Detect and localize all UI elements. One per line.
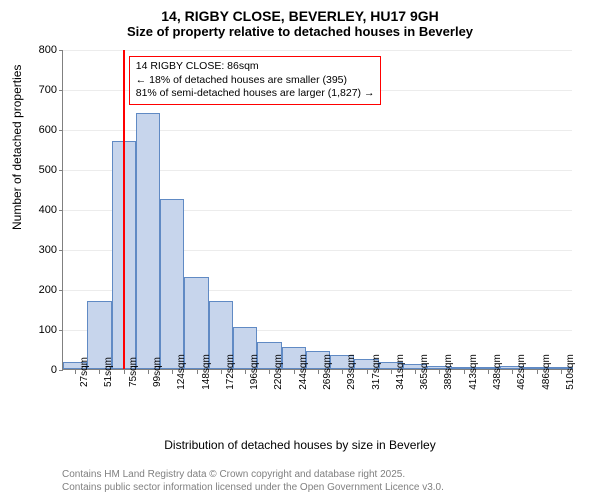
y-tick: [59, 90, 63, 91]
chart-subtitle: Size of property relative to detached ho…: [0, 24, 600, 43]
x-tick-label: 317sqm: [371, 354, 382, 390]
marker-line: [123, 50, 125, 369]
chart-title: 14, RIGBY CLOSE, BEVERLEY, HU17 9GH: [0, 0, 600, 24]
y-tick: [59, 330, 63, 331]
x-tick: [148, 370, 149, 374]
annotation-line: ← 18% of detached houses are smaller (39…: [136, 74, 375, 88]
x-tick-label: 172sqm: [225, 354, 236, 390]
x-tick: [245, 370, 246, 374]
histogram-bar: [136, 113, 160, 369]
x-tick: [294, 370, 295, 374]
y-tick-label: 600: [39, 124, 57, 136]
x-tick: [75, 370, 76, 374]
x-tick-label: 51sqm: [103, 357, 114, 387]
y-tick-label: 800: [39, 44, 57, 56]
x-tick-label: 462sqm: [516, 354, 527, 390]
chart-area: 010020030040050060070080027sqm51sqm75sqm…: [62, 50, 572, 410]
x-tick: [269, 370, 270, 374]
x-tick: [367, 370, 368, 374]
footer-line: Contains HM Land Registry data © Crown c…: [62, 468, 444, 481]
x-tick: [391, 370, 392, 374]
y-tick-label: 100: [39, 324, 57, 336]
x-tick-label: 269sqm: [322, 354, 333, 390]
y-tick: [59, 130, 63, 131]
x-tick: [172, 370, 173, 374]
plot-region: 010020030040050060070080027sqm51sqm75sqm…: [62, 50, 572, 370]
gridline: [63, 50, 572, 51]
y-tick-label: 200: [39, 284, 57, 296]
annotation-line: 14 RIGBY CLOSE: 86sqm: [136, 60, 375, 74]
y-tick-label: 700: [39, 84, 57, 96]
x-tick-label: 413sqm: [468, 354, 479, 390]
x-axis-label: Distribution of detached houses by size …: [0, 438, 600, 452]
footer-attribution: Contains HM Land Registry data © Crown c…: [62, 468, 444, 494]
x-tick-label: 148sqm: [201, 354, 212, 390]
x-tick: [221, 370, 222, 374]
x-tick-label: 389sqm: [443, 354, 454, 390]
x-tick: [464, 370, 465, 374]
x-tick: [415, 370, 416, 374]
y-tick-label: 300: [39, 244, 57, 256]
x-tick-label: 220sqm: [273, 354, 284, 390]
histogram-bar: [160, 199, 184, 369]
x-tick: [537, 370, 538, 374]
x-tick: [512, 370, 513, 374]
x-tick: [197, 370, 198, 374]
x-tick: [342, 370, 343, 374]
x-tick-label: 365sqm: [419, 354, 430, 390]
x-tick: [561, 370, 562, 374]
x-tick-label: 27sqm: [79, 357, 90, 387]
annotation-box: 14 RIGBY CLOSE: 86sqm← 18% of detached h…: [129, 56, 382, 105]
y-tick: [59, 50, 63, 51]
x-tick-label: 124sqm: [176, 354, 187, 390]
x-tick-label: 486sqm: [541, 354, 552, 390]
x-tick-label: 196sqm: [249, 354, 260, 390]
x-tick-label: 341sqm: [395, 354, 406, 390]
y-tick: [59, 290, 63, 291]
y-tick-label: 500: [39, 164, 57, 176]
y-axis-label: Number of detached properties: [10, 65, 24, 230]
x-tick: [318, 370, 319, 374]
x-tick: [488, 370, 489, 374]
annotation-line: 81% of semi-detached houses are larger (…: [136, 87, 375, 101]
x-tick-label: 293sqm: [346, 354, 357, 390]
y-tick: [59, 170, 63, 171]
x-tick-label: 75sqm: [128, 357, 139, 387]
y-tick: [59, 250, 63, 251]
y-tick-label: 0: [51, 364, 57, 376]
x-tick: [439, 370, 440, 374]
x-tick: [99, 370, 100, 374]
y-tick: [59, 370, 63, 371]
x-tick: [124, 370, 125, 374]
x-tick-label: 438sqm: [492, 354, 503, 390]
x-tick-label: 244sqm: [298, 354, 309, 390]
x-tick-label: 99sqm: [152, 357, 163, 387]
y-tick: [59, 210, 63, 211]
y-tick-label: 400: [39, 204, 57, 216]
footer-line: Contains public sector information licen…: [62, 481, 444, 494]
x-tick-label: 510sqm: [565, 354, 576, 390]
